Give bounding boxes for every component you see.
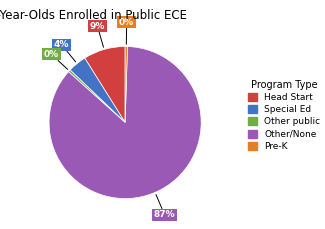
Wedge shape bbox=[49, 46, 201, 199]
Wedge shape bbox=[69, 70, 125, 123]
Text: 87%: 87% bbox=[154, 194, 176, 219]
Text: Percent of 3-Year-Olds Enrolled in Public ECE: Percent of 3-Year-Olds Enrolled in Publi… bbox=[0, 9, 187, 22]
Wedge shape bbox=[125, 46, 127, 123]
Text: 0%: 0% bbox=[44, 50, 68, 69]
Text: 9%: 9% bbox=[90, 22, 105, 47]
Wedge shape bbox=[70, 58, 125, 123]
Text: 0%: 0% bbox=[119, 18, 134, 44]
Text: 4%: 4% bbox=[54, 40, 76, 62]
Legend: Head Start, Special Ed, Other public, Other/None, Pre-K: Head Start, Special Ed, Other public, Ot… bbox=[248, 79, 320, 151]
Wedge shape bbox=[85, 46, 125, 123]
